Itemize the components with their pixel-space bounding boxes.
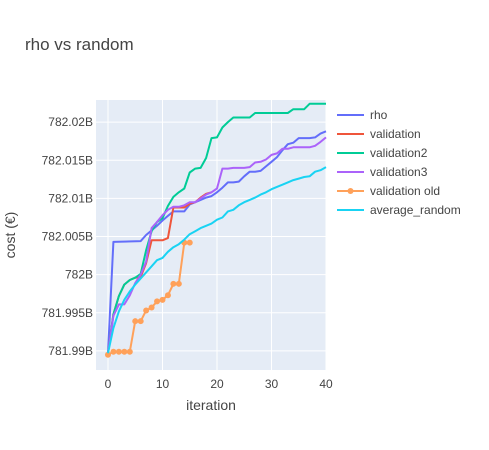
series-point (186, 239, 193, 246)
series-point (132, 318, 139, 325)
series-line-rho (107, 130, 327, 354)
legend: rho validation validation2 validation3 valid… (337, 108, 461, 217)
chart-title: rho vs random (25, 35, 134, 54)
grid-lines (96, 100, 327, 370)
y-tick-label: 781.99B (48, 344, 93, 358)
y-tick-label: 782B (65, 268, 93, 282)
series-point (143, 307, 150, 314)
series-point (148, 304, 155, 311)
y-tick-label: 782.02B (48, 115, 93, 129)
series-point (175, 280, 182, 287)
series-point (121, 348, 128, 355)
series-point (159, 296, 166, 303)
series-point (126, 348, 133, 355)
series-point (110, 348, 117, 355)
y-tick-label: 782.015B (42, 153, 93, 167)
series-point (115, 348, 122, 355)
x-tick-label: 0 (105, 377, 112, 391)
legend-label: validation3 (370, 165, 428, 179)
y-axis-title: cost (€) (2, 212, 18, 259)
legend-label: average_random (370, 203, 461, 217)
x-axis-title: iteration (186, 397, 236, 413)
legend-label: validation2 (370, 146, 428, 160)
x-tick-labels: 0 10 20 30 40 (105, 377, 333, 391)
series-point (154, 298, 161, 305)
x-tick-label: 20 (210, 377, 224, 391)
legend-marker (347, 188, 354, 194)
y-tick-label: 782.01B (48, 191, 93, 205)
y-tick-label: 781.995B (42, 306, 93, 320)
legend-label: validation old (370, 184, 440, 198)
series-point (104, 351, 111, 358)
series-lines (104, 102, 327, 358)
y-tick-labels: 781.99B 781.995B 782B 782.005B 782.01B 782.01… (42, 115, 93, 358)
series-point (164, 292, 171, 299)
legend-label: validation (370, 127, 421, 141)
y-tick-label: 782.005B (42, 230, 93, 244)
series-line-average-random (107, 166, 327, 354)
x-tick-label: 30 (265, 377, 279, 391)
series-point (137, 318, 144, 325)
x-tick-label: 10 (156, 377, 170, 391)
x-tick-label: 40 (319, 377, 333, 391)
legend-label: rho (370, 108, 388, 122)
series-line-validation3 (107, 136, 327, 354)
series-line-validation2 (107, 102, 326, 354)
series-point (170, 280, 177, 287)
